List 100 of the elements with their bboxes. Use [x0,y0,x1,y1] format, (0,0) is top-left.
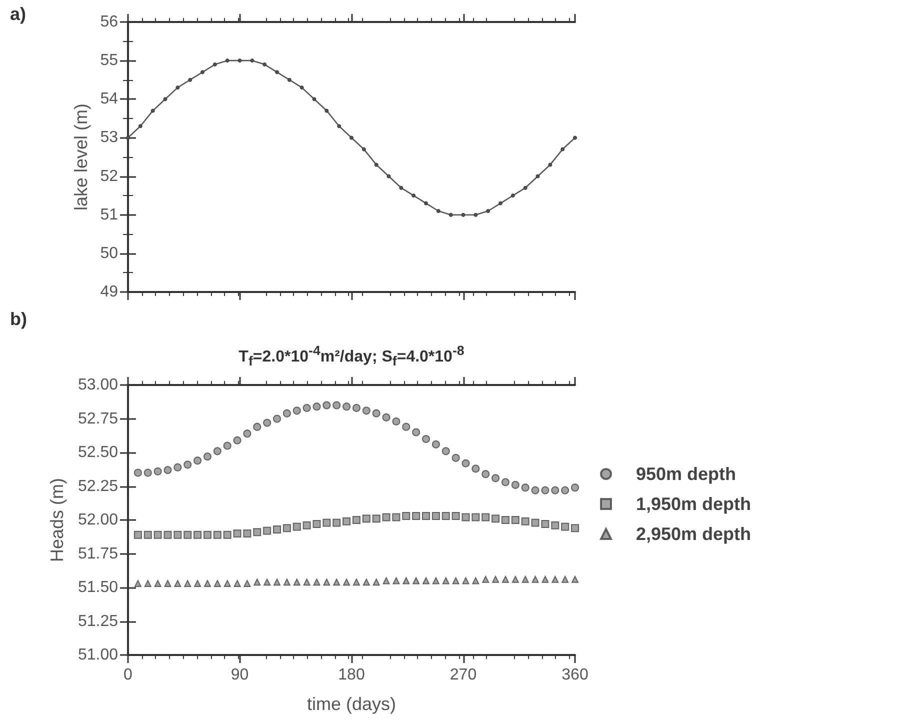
point [292,406,301,415]
point [422,435,430,443]
point [194,530,202,539]
point [482,513,490,522]
point [432,512,440,520]
y-tick-label: 53.00 [78,376,118,394]
point [572,576,578,583]
point [154,530,162,539]
point [498,201,502,206]
point [322,401,331,410]
point [422,512,430,520]
point [501,478,510,486]
point [362,406,370,415]
point [154,467,162,476]
point [352,516,360,524]
point [263,526,272,535]
point [253,528,262,536]
point [322,518,331,527]
point [448,212,453,217]
point [234,580,241,587]
point [200,70,204,74]
point [243,530,252,538]
y-tick-label: 50 [100,244,118,262]
chart-title: T$_{f}$=2.0*10$^{-4}$m²/day; S$_{f}$=4.0*10$^{-8}$ [238,343,466,369]
point [551,486,560,494]
point [573,136,577,140]
point [552,576,559,583]
point [264,578,271,586]
x-tick-label: 90 [230,666,249,684]
point [511,516,520,524]
y-tick-label: 49 [100,284,118,300]
point [392,417,400,426]
point [531,486,540,494]
point [399,186,404,190]
point [462,513,470,522]
point [188,78,192,82]
point [254,578,261,586]
point [412,512,420,520]
point [474,212,478,217]
point [472,464,480,473]
point [282,409,291,418]
point [532,576,539,583]
point [300,86,304,90]
y-tick-label: 52.25 [78,478,118,495]
point [571,484,579,492]
point [233,530,242,538]
point [194,456,202,465]
point [412,194,416,198]
point [362,147,366,152]
point [372,514,380,523]
point [512,576,519,583]
point [521,517,530,526]
point [442,447,450,456]
point [386,174,391,178]
point [134,580,142,587]
point [302,404,311,412]
point [253,422,262,431]
point [392,577,400,584]
point [184,580,192,587]
point [312,520,321,528]
point [312,97,316,102]
point [174,530,182,539]
point [492,474,500,482]
point [412,428,420,436]
point [292,522,301,531]
point [134,530,142,539]
point [312,402,321,411]
point [462,577,470,584]
point [174,580,182,587]
point [486,209,490,213]
point [492,576,500,583]
y-tick-label: 52.75 [78,410,118,428]
point [332,401,341,410]
y-tick-label: 53 [100,129,118,146]
point [274,578,280,586]
point [510,194,515,198]
point [562,576,569,583]
point [342,402,351,411]
point [184,460,192,469]
point [194,580,202,587]
point [323,578,330,586]
y-tick-label: 51.25 [78,612,118,630]
point [462,459,470,468]
point [213,530,222,539]
x-axis-title: time (days) [306,694,396,714]
point [571,524,579,532]
point [461,212,466,217]
point [352,578,360,586]
legend-label: 1,950m depth [636,494,752,514]
point [523,186,528,190]
point [138,124,142,128]
point [442,512,450,520]
point [382,413,390,422]
y-tick-label: 55 [100,52,118,70]
x-tick-label: 270 [450,666,477,684]
point [164,530,172,539]
point [203,530,212,539]
point [560,147,565,152]
point [531,518,540,527]
point [452,512,460,520]
